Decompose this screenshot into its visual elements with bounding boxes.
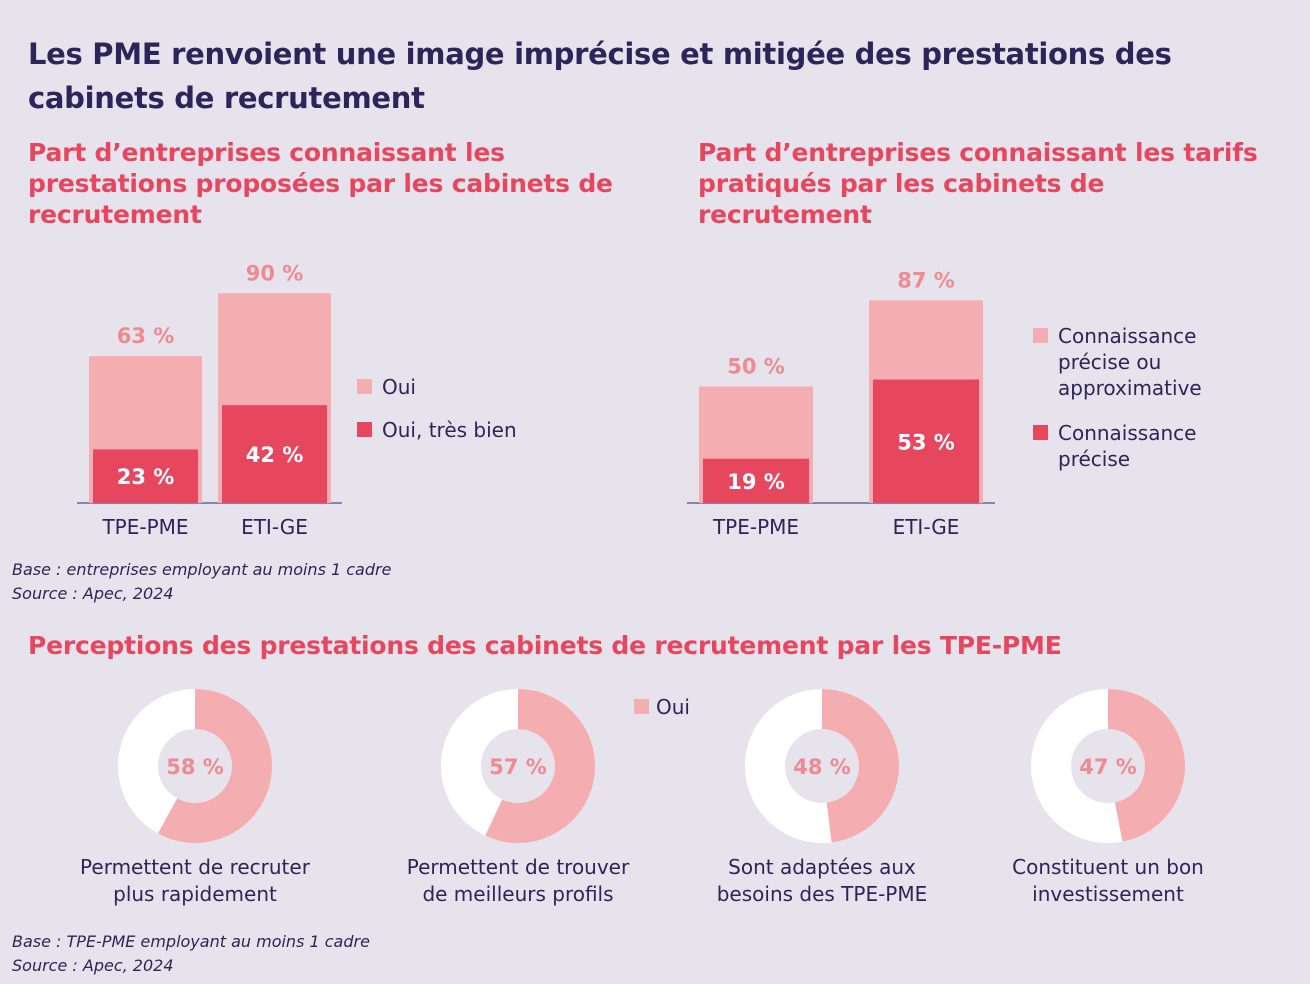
data-label-outer: 63 % [117, 324, 175, 348]
source-note: Source : Apec, 2024 [12, 956, 174, 975]
source-note-top: Base : entreprises employant au moins 1 … [12, 558, 391, 606]
donut-value-label: 48 % [793, 755, 851, 779]
chart-title-perceptions: Perceptions des prestations des cabinets… [28, 631, 1062, 660]
donut-slice [1108, 689, 1185, 842]
data-label-inner: 23 % [117, 465, 175, 489]
category-label: TPE-PME [712, 515, 799, 539]
category-label: ETI-GE [893, 515, 960, 539]
category-label: ETI-GE [241, 515, 308, 539]
base-note: Base : TPE-PME employant au moins 1 cadr… [12, 932, 370, 951]
data-label-outer: 87 % [897, 268, 955, 292]
bar-eti-ge-inner [222, 405, 327, 503]
legend-swatch [357, 379, 372, 394]
data-label-outer: 50 % [727, 355, 785, 379]
legend-label: Connaissance précise [1058, 421, 1196, 471]
data-label-inner: 53 % [897, 430, 955, 454]
donut-caption: Permettent de trouver [407, 855, 630, 879]
donut-caption: plus rapidement [113, 882, 277, 906]
data-label-inner: 42 % [246, 443, 304, 467]
legend-label: Oui, très bien [382, 418, 517, 442]
donut-slice [485, 689, 595, 843]
legend-label: Connaissance précise ou approximative [1058, 324, 1202, 400]
legend-swatch [1033, 425, 1048, 440]
source-note-bottom: Base : TPE-PME employant au moins 1 cadr… [12, 930, 370, 978]
chart-title-tarifs: Part d’entreprises connaissant les tarif… [698, 138, 1258, 229]
legend-label: Oui [382, 375, 416, 399]
legend-swatch [1033, 328, 1048, 343]
donut-value-label: 58 % [166, 755, 224, 779]
donut-caption: Sont adaptées aux [728, 855, 916, 879]
category-label: TPE-PME [101, 515, 188, 539]
data-label-inner: 19 % [727, 470, 785, 494]
chart-title-prestations: Part d’entreprises connaissant les prest… [28, 138, 613, 229]
legend-swatch [357, 422, 372, 437]
donut-slice [822, 689, 899, 843]
bar-tpe-pme-inner [703, 458, 809, 503]
donut-slice [157, 689, 273, 844]
legend-swatch [634, 699, 649, 714]
page-title: Les PME renvoient une image imprécise et… [28, 37, 1172, 115]
donut-caption: besoins des TPE-PME [717, 882, 928, 906]
donut-caption: Permettent de recruter [80, 855, 311, 879]
donut-value-label: 47 % [1079, 755, 1137, 779]
donut-value-label: 57 % [489, 755, 547, 779]
legend-label: Oui [656, 695, 690, 719]
donut-caption: investissement [1032, 882, 1184, 906]
donut-caption: de meilleurs profils [422, 882, 613, 906]
base-note: Base : entreprises employant au moins 1 … [12, 560, 392, 579]
data-label-outer: 90 % [246, 261, 304, 285]
bar-tpe-pme-inner [93, 449, 198, 503]
donut-caption: Constituent un bon [1012, 855, 1204, 879]
bar-eti-ge-inner [873, 379, 979, 503]
source-note: Source : Apec, 2024 [12, 584, 174, 603]
